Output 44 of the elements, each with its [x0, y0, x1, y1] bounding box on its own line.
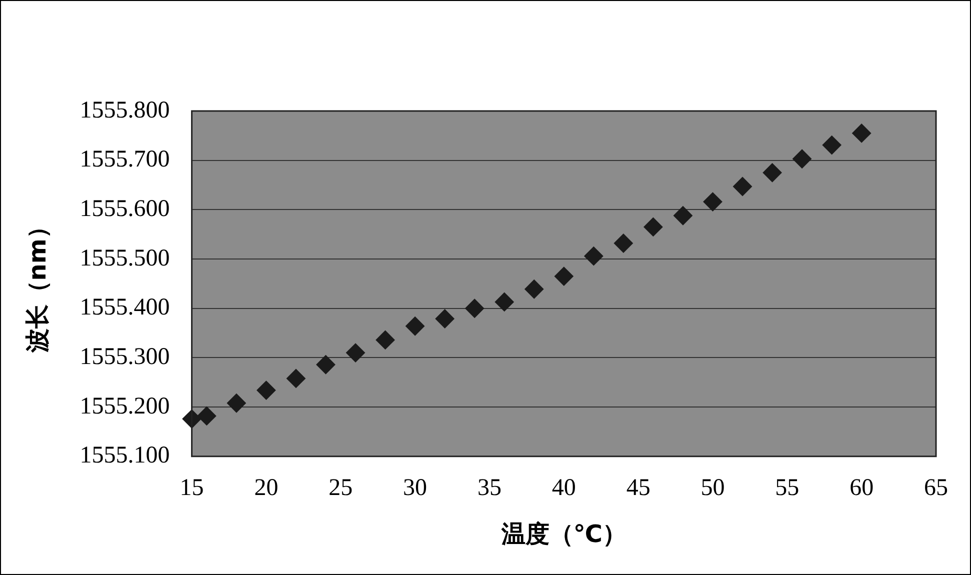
point — [762, 163, 782, 182]
x-tick-label: 15 — [180, 475, 204, 502]
y-tick-label: 1555.800 — [80, 97, 170, 124]
x-tick-label: 65 — [924, 475, 948, 502]
x-tick-label: 20 — [254, 475, 278, 502]
y-tick-label: 1555.700 — [80, 146, 170, 173]
point — [406, 316, 425, 336]
point — [226, 394, 246, 413]
point — [644, 217, 663, 236]
point — [852, 124, 872, 143]
y-tick-label: 1555.500 — [80, 245, 170, 272]
point — [703, 192, 722, 212]
point — [435, 309, 454, 328]
x-tick-label: 35 — [477, 475, 502, 502]
point — [673, 206, 692, 226]
x-tick-label: 60 — [850, 475, 874, 502]
point — [494, 292, 514, 312]
point — [733, 176, 752, 196]
x-tick-label: 50 — [700, 475, 725, 502]
y-tick-label: 1555.600 — [80, 196, 170, 222]
point — [346, 343, 366, 362]
y-tick-label: 1555.300 — [80, 344, 170, 370]
y-tick-label: 1555.100 — [80, 442, 170, 469]
x-axis-title: 温度（℃） — [500, 520, 626, 548]
point — [286, 368, 306, 388]
y-axis-title: 波长（nm） — [24, 214, 52, 354]
x-tick-label: 55 — [775, 475, 800, 502]
y-tick-label: 1555.200 — [80, 393, 170, 420]
x-tick-label: 45 — [626, 475, 650, 502]
point — [554, 266, 574, 286]
point — [465, 298, 484, 318]
x-tick-label: 25 — [328, 475, 353, 502]
point — [822, 136, 842, 155]
point — [584, 246, 604, 266]
x-tick-label: 40 — [552, 475, 576, 502]
y-tick-label: 1555.400 — [80, 294, 170, 321]
point — [376, 330, 395, 350]
point — [256, 380, 276, 400]
point — [792, 149, 812, 168]
x-tick-label: 30 — [403, 475, 428, 502]
point — [614, 234, 633, 253]
point — [197, 406, 216, 426]
point — [524, 280, 544, 299]
point — [316, 355, 336, 374]
